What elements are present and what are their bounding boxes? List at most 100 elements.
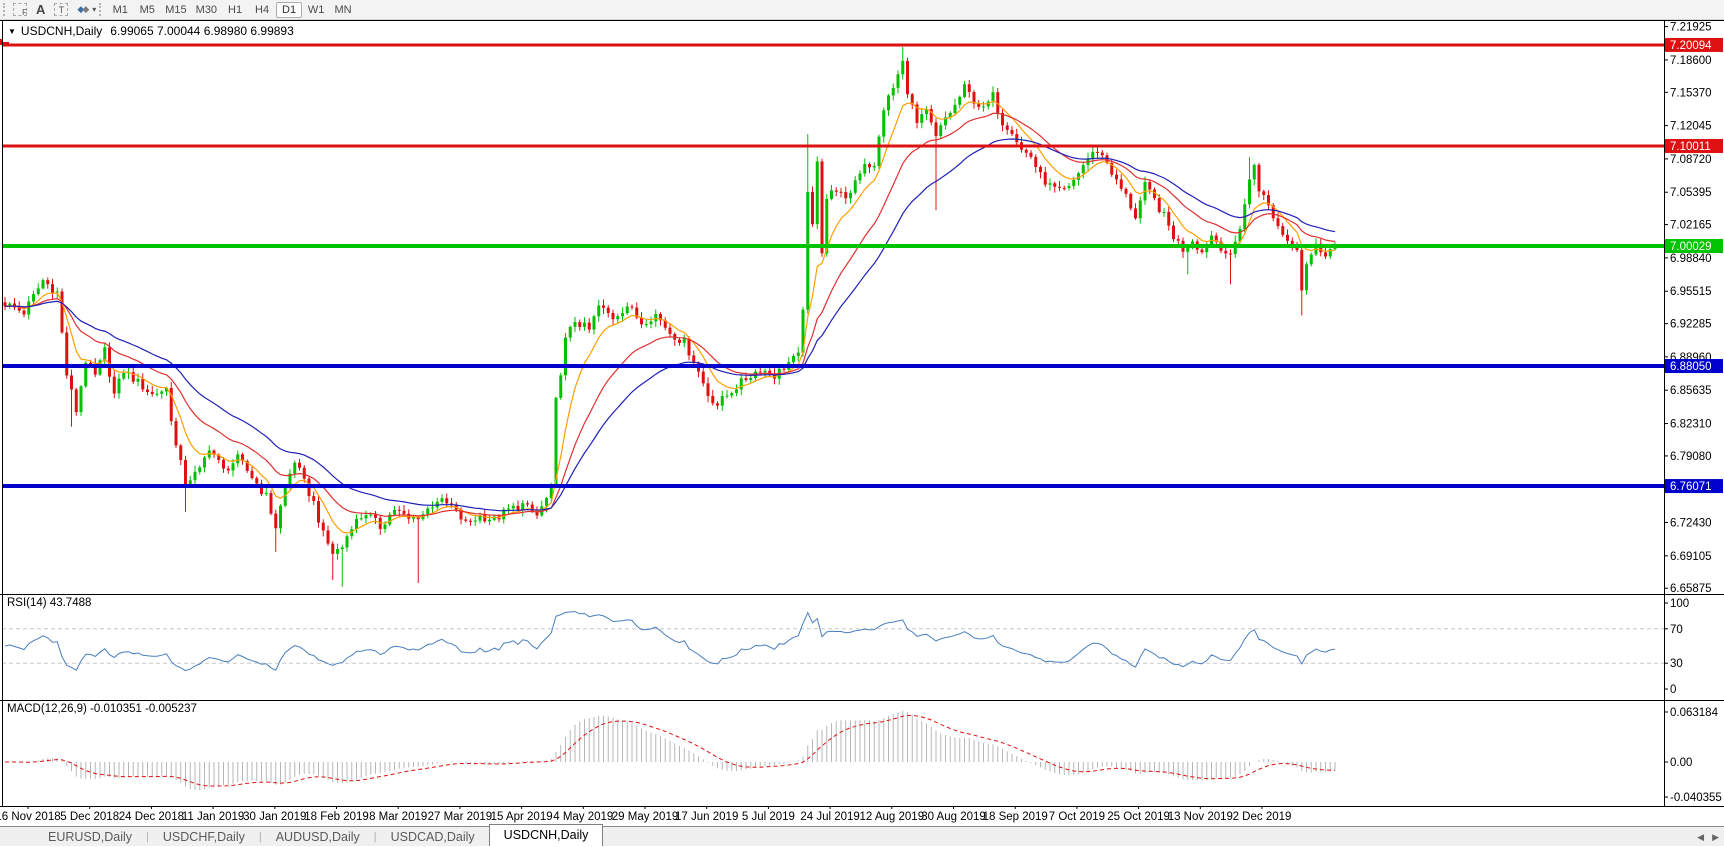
svg-text:6.88050: 6.88050 — [1670, 361, 1712, 373]
symbol-tab-bar: EURUSD,Daily | USDCHF,Daily | AUDUSD,Daily | U… — [0, 823, 1724, 847]
chart-title-symbol: USDCNH,Daily — [20, 24, 103, 38]
time-axis-label: 12 Aug 2019 — [860, 811, 925, 823]
svg-text:6.76071: 6.76071 — [1670, 481, 1712, 493]
rsi-line — [4, 611, 1336, 672]
price-axis-label: 6.65875 — [1670, 583, 1712, 595]
price-axis-label: 7.18600 — [1670, 55, 1712, 67]
tab-usdchf-daily[interactable]: USDCHF,Daily — [162, 829, 245, 844]
time-axis-label: 30 Aug 2019 — [921, 811, 986, 823]
ma-20-line — [4, 112, 1336, 517]
timeframe-button-mn[interactable]: MN — [334, 3, 352, 16]
timeframe-button-m5[interactable]: M5 — [139, 3, 155, 16]
macd-axis-label: -0.040355 — [1670, 792, 1722, 804]
time-axis-label: 5 Dec 2018 — [60, 811, 119, 823]
time-axis-label: 18 Sep 2019 — [983, 811, 1048, 823]
price-level-badge: 6.76071 — [1665, 479, 1723, 494]
svg-text:7.20094: 7.20094 — [1670, 40, 1712, 52]
timeframe-button-m1[interactable]: M1 — [112, 3, 128, 16]
ma-8-line — [4, 100, 1336, 534]
time-axis-label: 18 Feb 2019 — [304, 811, 369, 823]
tab-usdcad-daily[interactable]: USDCAD,Daily — [390, 829, 475, 844]
symbol-dropdown-icon[interactable]: ▼ — [8, 26, 16, 36]
macd-axis-label: 0.00 — [1670, 757, 1692, 769]
price-axis-label: 7.15370 — [1670, 87, 1712, 99]
price-axis-label: 6.79080 — [1670, 451, 1712, 463]
time-axis-label: 4 May 2019 — [553, 811, 613, 823]
time-axis-label: 30 Jan 2019 — [243, 811, 306, 823]
price-axis-label: 7.08720 — [1670, 154, 1712, 166]
tab-divider: | — [373, 830, 377, 843]
price-axis-label: 7.21925 — [1670, 22, 1712, 34]
timeframe-button-m15[interactable]: M15 — [165, 3, 187, 16]
drawing-tools-group: F A T ◆ ◆ ▾ — [13, 2, 97, 17]
pointer-grid-icon[interactable]: F — [13, 3, 27, 17]
time-axis-label: 8 Mar 2019 — [369, 811, 427, 823]
time-axis-label: 7 Oct 2019 — [1049, 811, 1105, 823]
tab-audusd-daily[interactable]: AUDUSD,Daily — [275, 829, 360, 844]
timeframe-button-m30[interactable]: M30 — [195, 3, 218, 16]
time-axis-label: 13 Nov 2019 — [1168, 811, 1233, 823]
rsi-axis-label: 30 — [1670, 658, 1683, 670]
shapes-dropdown-icon[interactable]: ▾ — [92, 5, 97, 14]
price-axis-label: 7.02165 — [1670, 220, 1712, 232]
shapes-icon[interactable]: ◆ ◆ ▾ — [77, 4, 97, 14]
price-axis-label: 6.82310 — [1670, 419, 1712, 431]
time-axis-label: 15 Apr 2019 — [491, 811, 553, 823]
timeframe-button-w1[interactable]: W1 — [307, 3, 325, 16]
font-icon[interactable]: A — [36, 2, 46, 17]
chart-title-ohlc: 6.99065 7.00044 6.98980 6.99893 — [110, 24, 294, 38]
timeframe-button-h1[interactable]: H1 — [228, 3, 243, 16]
time-axis-label: 29 May 2019 — [612, 811, 679, 823]
price-axis-label: 6.69105 — [1670, 551, 1712, 563]
price-level-badge: 6.88050 — [1665, 359, 1723, 374]
toolbar: F A T ◆ ◆ ▾ M1 M5 M15 M30 H1 H4 D1 W1 MN — [0, 0, 1724, 20]
text-label-icon[interactable]: T — [54, 3, 69, 16]
price-level-badge: 7.00029 — [1665, 239, 1723, 253]
candlestick-series — [3, 46, 1337, 587]
price-axis-label: 6.85635 — [1670, 385, 1712, 397]
tab-scroll-left-icon[interactable]: ◀ — [1697, 831, 1705, 842]
macd-indicator-label: MACD(12,26,9) -0.010351 -0.005237 — [7, 703, 197, 715]
time-axis-label: 5 Jul 2019 — [742, 811, 795, 823]
line-anchor-mark — [0, 39, 9, 45]
time-axis-label: 27 Mar 2019 — [428, 811, 493, 823]
price-level-badge: 7.20094 — [1665, 37, 1723, 52]
time-axis-label: 24 Dec 2018 — [119, 811, 184, 823]
time-axis-label: 16 Nov 2018 — [0, 811, 61, 823]
price-axis: 7.21925 7.18600 7.15370 7.12045 7.08720 7.053… — [1664, 22, 1712, 595]
tab-divider: | — [146, 830, 149, 843]
price-axis-label: 6.92285 — [1670, 319, 1712, 331]
tab-usdcnh-daily[interactable]: USDCNH,Daily — [488, 823, 604, 846]
rsi-axis-label: 0 — [1670, 684, 1676, 696]
time-axis-label: 17 Jun 2019 — [675, 811, 738, 823]
price-level-badge: 7.10011 — [1665, 138, 1723, 153]
price-axis-label: 7.12045 — [1670, 121, 1712, 133]
timeframe-buttons-group: M1 M5 M15 M30 H1 H4 D1 W1 MN — [107, 1, 356, 18]
price-axis-label: 7.05395 — [1670, 187, 1712, 199]
macd-signal-line — [5, 714, 1336, 787]
timeframe-button-d1[interactable]: D1 — [276, 1, 303, 18]
rsi-axis-label: 100 — [1670, 598, 1689, 610]
macd-axis: 0.063184 0.00 -0.040355 — [1664, 707, 1722, 804]
time-axis-label: 2 Dec 2019 — [1233, 811, 1292, 823]
tab-scroll-arrows: ◀ ▶ — [1697, 827, 1719, 847]
price-axis-label: 6.72430 — [1670, 518, 1712, 530]
chart-canvas[interactable]: 7.21925 7.18600 7.15370 7.12045 7.08720 7.053… — [0, 20, 1724, 826]
price-axis-label: 6.95515 — [1670, 286, 1712, 298]
timeframe-toolbar-drag-handle[interactable] — [99, 3, 102, 16]
tab-eurusd-daily[interactable]: EURUSD,Daily — [48, 829, 133, 844]
time-axis-label: 25 Oct 2019 — [1107, 811, 1170, 823]
tab-divider: | — [258, 830, 262, 843]
pane-borders — [0, 20, 1724, 807]
tab-scroll-right-icon[interactable]: ▶ — [1712, 831, 1719, 842]
toolbar-drag-handle[interactable] — [3, 3, 5, 16]
price-axis-label: 6.98840 — [1670, 253, 1712, 265]
svg-text:7.00029: 7.00029 — [1670, 241, 1712, 253]
time-axis-label: 24 Jul 2019 — [800, 811, 859, 823]
chart-title: ▼ USDCNH,Daily 6.99065 7.00044 6.98980 6… — [6, 24, 294, 38]
rsi-indicator-label: RSI(14) 43.7488 — [7, 597, 92, 609]
macd-axis-label: 0.063184 — [1670, 707, 1719, 719]
svg-text:7.10011: 7.10011 — [1670, 141, 1711, 153]
timeframe-button-h4[interactable]: H4 — [255, 3, 270, 16]
